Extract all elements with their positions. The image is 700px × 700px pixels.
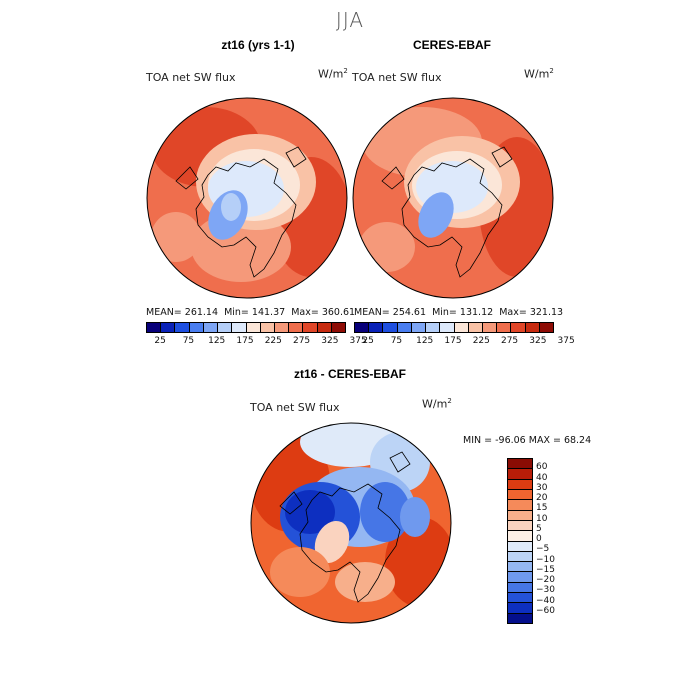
panel2-units: W/m2 [524,67,554,81]
colorbar-swatch [508,593,532,604]
colorbar-swatch [175,323,190,332]
colorbar-swatch [497,323,512,332]
colorbar-swatch [508,603,532,614]
colorbar-tick-label: 30 [536,482,548,493]
colorbar-tick-label: 60 [536,462,548,473]
colorbar-swatch [508,531,532,542]
colorbar-swatch [331,323,346,332]
colorbar-tick-label: −15 [536,564,555,575]
colorbar-tick-label: 175 [444,336,462,346]
colorbar-swatch [508,551,532,563]
colorbar-swatch [411,323,427,332]
colorbar-tick-label: −5 [536,544,550,555]
colorbar-swatch [426,323,441,332]
colorbar-swatch [161,323,176,332]
colorbar-swatch [508,459,532,470]
colorbar-tick-label: −40 [536,595,555,606]
colorbar-tick-label: 125 [416,336,434,346]
colorbar-tick-label: 75 [390,336,403,346]
colorbar-tick-label: −30 [536,585,555,596]
colorbar-swatch [147,323,162,332]
panel2-colorbar [354,322,554,333]
colorbar-swatch [525,323,540,332]
panel1-stats: MEAN= 261.14 Min= 141.37 Max= 360.61 [146,307,356,318]
colorbar-tick-label: 225 [264,336,282,346]
colorbar-swatch [383,323,398,332]
colorbar-tick-label: 15 [536,503,548,514]
colorbar-swatch [303,323,318,332]
colorbar-tick-label: −60 [536,605,555,616]
colorbar-swatch [274,323,290,332]
panel1-units: W/m2 [318,67,348,81]
colorbar-swatch [468,323,483,332]
colorbar-swatch [539,323,554,332]
colorbar-swatch [369,323,384,332]
colorbar-swatch [317,323,332,332]
diff-minmax: MIN = -96.06 MAX = 68.24 [463,435,592,446]
diff-variable-label: TOA net SW flux [250,401,340,414]
colorbar-tick-label: 275 [292,336,311,346]
colorbar-swatch [508,469,532,480]
colorbar-swatch [355,323,370,332]
colorbar-tick-label: 10 [536,513,548,524]
colorbar-tick-label: −20 [536,575,555,585]
colorbar-tick-label: 275 [500,336,519,346]
colorbar-swatch [482,323,498,332]
colorbar-tick-label: 375 [557,336,575,346]
colorbar-swatch [218,323,233,332]
colorbar-swatch [508,541,532,552]
panel2-variable-label: TOA net SW flux [352,71,442,84]
panel1-variable-label: TOA net SW flux [146,71,236,84]
colorbar-tick-label: 0 [536,534,542,544]
colorbar-tick-label: 375 [349,336,367,346]
colorbar-swatch [511,323,526,332]
colorbar-swatch [440,323,455,332]
panel2-polar-map [352,97,554,299]
colorbar-tick-label: 125 [208,336,226,346]
panel2-stats: MEAN= 254.61 Min= 131.12 Max= 321.13 [354,307,564,318]
colorbar-swatch [189,323,204,332]
diff-colorbar [507,458,533,624]
colorbar-swatch [508,500,532,511]
colorbar-tick-label: 40 [536,472,548,483]
colorbar-swatch [508,520,532,532]
colorbar-tick-label: 25 [154,336,166,346]
colorbar-tick-label: 20 [536,493,548,503]
diff-polar-map [250,422,452,624]
colorbar-swatch [246,323,261,332]
colorbar-swatch [397,323,412,332]
colorbar-tick-label: 175 [236,336,254,346]
colorbar-swatch [508,582,532,594]
panel1-polar-map [146,97,348,299]
colorbar-tick-label: 325 [321,336,339,346]
diff-units: W/m2 [422,397,452,411]
colorbar-swatch [508,510,532,521]
colorbar-swatch [508,479,532,490]
panel1-colorbar [146,322,346,333]
colorbar-tick-label: −10 [536,554,555,565]
colorbar-tick-label: 325 [529,336,547,346]
colorbar-swatch [508,613,532,623]
panel2-title: CERES-EBAF [412,38,491,52]
colorbar-swatch [508,562,532,573]
colorbar-tick-label: 5 [536,523,542,534]
colorbar-swatch [260,323,275,332]
colorbar-tick-label: 25 [362,336,374,346]
colorbar-tick-label: 75 [182,336,195,346]
colorbar-tick-label: 225 [472,336,490,346]
colorbar-swatch [203,323,219,332]
diff-title: zt16 - CERES-EBAF [293,367,406,381]
panel1-title: zt16 (yrs 1-1) [221,38,295,52]
figure-suptitle: JJA [335,8,365,32]
colorbar-swatch [508,572,532,583]
colorbar-swatch [232,323,247,332]
colorbar-swatch [508,489,532,501]
colorbar-swatch [454,323,469,332]
diff-colorbar-ticks: 60 40 30 20 15 10 5 0 −5 −10 −15 −20 −30 −40 −60 [536,458,576,622]
colorbar-swatch [289,323,304,332]
